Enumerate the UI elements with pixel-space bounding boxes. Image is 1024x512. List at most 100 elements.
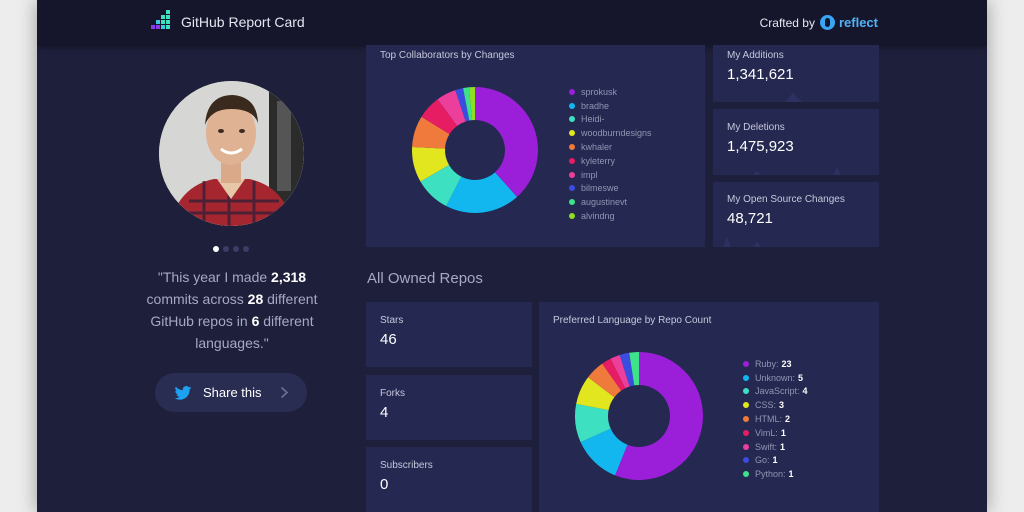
legend-item: Heidi- — [569, 113, 652, 127]
subscribers-card: Subscribers 0 — [366, 447, 532, 512]
legend-count: 4 — [802, 386, 808, 397]
stat-value: 0 — [380, 476, 389, 493]
crafted-by-link[interactable]: Crafted by reflect — [760, 15, 878, 30]
donut-slice[interactable] — [412, 116, 450, 149]
donut-slice[interactable] — [629, 352, 639, 386]
carousel-dot[interactable] — [213, 246, 219, 252]
legend-item: bradhe — [569, 99, 652, 113]
carousel-dot[interactable] — [243, 246, 249, 252]
legend-item: Go: 1 — [743, 454, 808, 468]
donut-slice[interactable] — [421, 99, 458, 135]
legend-label: Heidi- — [581, 114, 605, 125]
github-report-card-logo-icon — [151, 10, 171, 33]
legend-count: 2 — [785, 414, 791, 425]
legend-item: sprokusk — [569, 85, 652, 99]
carousel-dot[interactable] — [233, 246, 239, 252]
quote-text: different languages." — [195, 313, 314, 351]
share-button[interactable]: Share this — [155, 373, 307, 412]
reflect-brand: reflect — [838, 15, 878, 30]
additions-card: My Additions 1,341,621 — [713, 45, 879, 102]
legend-label: VimL: — [755, 427, 778, 438]
donut-slice[interactable] — [619, 352, 635, 387]
legend-label: JavaScript: — [755, 386, 800, 397]
stars-card: Stars 46 — [366, 302, 532, 367]
languages-card: Preferred Language by Repo Count Ruby: 23… — [539, 302, 879, 512]
sparkline — [713, 237, 879, 247]
commit-count: 2,318 — [271, 269, 307, 285]
quote-text: "This year I made — [157, 269, 272, 285]
stat-value: 46 — [380, 331, 397, 348]
stat-value: 1,341,621 — [727, 66, 794, 83]
donut-slice[interactable] — [412, 147, 450, 182]
legend-swatch — [569, 199, 575, 206]
collaborators-donut-chart — [412, 87, 538, 213]
legend-item: HTML: 2 — [743, 412, 808, 426]
carousel-dot[interactable] — [223, 246, 229, 252]
legend-count: 1 — [772, 455, 778, 466]
legend-swatch — [569, 144, 575, 151]
legend-swatch — [743, 402, 749, 409]
languages-donut-chart — [575, 352, 703, 480]
share-label: Share this — [203, 385, 262, 400]
legend-label: impl — [581, 169, 598, 180]
legend-swatch — [569, 185, 575, 192]
legend-count: 5 — [798, 372, 804, 383]
legend-label: CSS: — [755, 400, 777, 411]
stat-value: 1,475,923 — [727, 138, 794, 155]
legend-item: Python: 1 — [743, 467, 808, 481]
legend-swatch — [569, 102, 575, 109]
sparkline — [713, 167, 879, 175]
reflect-logo-icon — [819, 15, 835, 30]
legend-count: 23 — [781, 358, 792, 369]
legend-count: 1 — [780, 427, 786, 438]
legend-label: alvindng — [581, 211, 615, 222]
legend-item: bilmeswe — [569, 182, 652, 196]
donut-slice[interactable] — [602, 358, 626, 391]
stat-label: Subscribers — [380, 460, 433, 471]
donut-slice[interactable] — [575, 403, 611, 443]
legend-item: kyleterry — [569, 154, 652, 168]
donut-slice[interactable] — [420, 165, 462, 206]
chevron-right-icon — [280, 386, 289, 399]
carousel-dots — [213, 246, 249, 252]
legend-item: VimL: 1 — [743, 426, 808, 440]
stat-label: My Additions — [727, 50, 784, 61]
legend-item: Ruby: 23 — [743, 357, 808, 371]
legend-item: CSS: 3 — [743, 398, 808, 412]
donut-slice[interactable] — [455, 88, 470, 122]
avatar — [159, 81, 304, 226]
legend-swatch — [569, 171, 575, 178]
legend-item: Unknown: 5 — [743, 371, 808, 385]
legend-swatch — [569, 130, 575, 137]
legend-label: kyleterry — [581, 155, 616, 166]
donut-slice[interactable] — [463, 87, 473, 121]
legend-item: woodburndesigns — [569, 126, 652, 140]
stat-label: Stars — [380, 315, 404, 326]
legend-label: Go: — [755, 455, 770, 466]
donut-slice[interactable] — [580, 428, 628, 476]
legend-item: alvindng — [569, 209, 652, 223]
donut-slice[interactable] — [446, 172, 518, 213]
collaborators-legend: sprokusk bradhe Heidi-woodburndesigns kwhal… — [569, 85, 652, 223]
legend-count: 1 — [788, 469, 794, 480]
legend-swatch — [569, 116, 575, 123]
card-title: Top Collaborators by Changes — [380, 50, 515, 61]
legend-item: augustinevt — [569, 195, 652, 209]
legend-item: kwhaler — [569, 140, 652, 154]
legend-swatch — [743, 457, 749, 464]
donut-slice[interactable] — [588, 363, 622, 398]
legend-label: HTML: — [755, 414, 782, 425]
app-title: GitHub Report Card — [181, 14, 305, 30]
donut-slice[interactable] — [610, 354, 630, 389]
stat-value: 48,721 — [727, 210, 773, 227]
donut-slice[interactable] — [615, 352, 703, 480]
top-bar: GitHub Report Card Crafted by reflect — [37, 0, 987, 45]
donut-slice[interactable] — [576, 377, 615, 411]
legend-item: impl — [569, 168, 652, 182]
quote-text: different GitHub repos in — [150, 291, 318, 329]
donut-slice[interactable] — [469, 87, 475, 121]
donut-slice[interactable] — [437, 90, 466, 126]
legend-swatch — [743, 388, 749, 395]
legend-swatch — [743, 471, 749, 478]
donut-slice[interactable] — [475, 87, 538, 197]
